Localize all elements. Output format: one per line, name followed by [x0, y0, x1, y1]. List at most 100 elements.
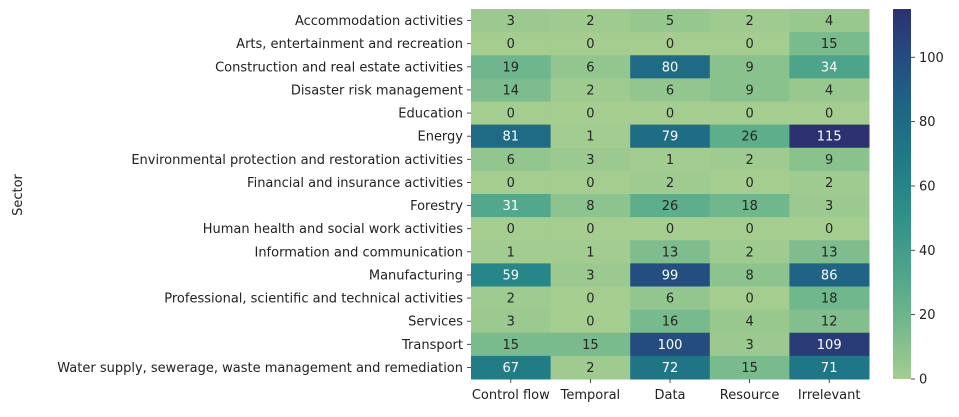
heatmap-cell [550, 217, 631, 241]
heatmap-cell [550, 332, 631, 357]
y-tick-label: Energy [417, 130, 463, 145]
cell-value-label: 4 [745, 315, 753, 330]
cell-value-label: 2 [825, 176, 833, 191]
cell-value-label: 0 [745, 292, 753, 307]
colorbar-tick-label: 80 [919, 115, 936, 130]
cell-value-label: 2 [586, 83, 594, 98]
heatmap-cell [709, 286, 790, 311]
y-tick-label: Education [398, 107, 463, 122]
heatmap-cell [789, 332, 870, 357]
heatmap-cell [709, 217, 790, 241]
heatmap-cell [709, 194, 790, 218]
heatmap-cell [550, 78, 631, 102]
y-tick-label: Transport [401, 338, 463, 353]
cell-value-label: 109 [817, 338, 842, 353]
heatmap-cell [471, 286, 552, 311]
heatmap-cell [630, 194, 711, 218]
cell-value-label: 4 [825, 14, 833, 29]
heatmap-cell [550, 55, 631, 79]
heatmap-cell [471, 217, 552, 241]
cell-value-label: 0 [666, 107, 674, 122]
heatmap-cell [789, 32, 870, 56]
heatmap-cell [550, 124, 631, 149]
heatmap-cell [630, 101, 711, 126]
cell-value-label: 59 [503, 268, 520, 283]
cell-value-label: 1 [586, 245, 594, 260]
cell-value-label: 15 [741, 361, 758, 376]
heatmap-cell [709, 147, 790, 172]
cell-value-label: 34 [821, 60, 838, 75]
heatmap-cell [550, 147, 631, 172]
heatmap-cell [789, 355, 870, 380]
cell-value-label: 31 [503, 199, 520, 214]
colorbar-tick-label: 0 [919, 373, 927, 388]
cell-value-label: 5 [666, 14, 674, 29]
heatmap-cell [471, 124, 552, 149]
colorbar-gradient [893, 9, 911, 379]
heatmap-cell [471, 170, 552, 195]
y-tick-label: Construction and real estate activities [215, 60, 463, 75]
heatmap-cell [471, 263, 552, 287]
cell-value-label: 71 [821, 361, 838, 376]
heatmap-cell [630, 124, 711, 149]
cell-value-label: 81 [503, 130, 520, 145]
y-tick-label: Human health and social work activities [203, 222, 464, 237]
cell-value-label: 2 [586, 14, 594, 29]
cell-value-label: 1 [507, 245, 515, 260]
heatmap-cell [789, 147, 870, 172]
cell-value-label: 0 [586, 176, 594, 191]
x-tick-label: Irrelevant [798, 388, 861, 403]
cell-value-label: 6 [586, 60, 594, 75]
heatmap-cell [789, 124, 870, 149]
heatmap-cell [630, 355, 711, 380]
x-tick-labels: Control flow Temporal Data Resource Irreleva… [472, 379, 861, 403]
cell-value-label: 12 [821, 315, 838, 330]
cell-value-label: 3 [586, 153, 594, 168]
cell-value-label: 2 [586, 361, 594, 376]
heatmap-cell [630, 32, 711, 56]
heatmap-cell [471, 240, 552, 264]
heatmap-cell [789, 55, 870, 79]
heatmap-cell [789, 240, 870, 264]
heatmap-cell [550, 170, 631, 195]
cell-value-label: 26 [741, 130, 758, 145]
x-tick-label: Control flow [472, 388, 550, 403]
heatmap-cell [550, 263, 631, 287]
heatmap-cell [630, 309, 711, 334]
colorbar-tick-label: 40 [919, 244, 936, 259]
heatmap-cell [630, 217, 711, 241]
heatmap-cell [630, 286, 711, 311]
cell-value-label: 100 [658, 338, 683, 353]
heatmap-cell [471, 101, 552, 126]
heatmap-cell [709, 332, 790, 357]
cell-value-label: 16 [662, 315, 679, 330]
cell-value-label: 0 [586, 37, 594, 52]
y-tick-label: Accommodation activities [295, 14, 463, 29]
cell-value-label: 0 [507, 107, 515, 122]
heatmap-cell [471, 32, 552, 56]
cell-value-label: 15 [582, 338, 599, 353]
cell-value-label: 8 [586, 199, 594, 214]
heatmap-cell [471, 194, 552, 218]
cell-value-label: 13 [821, 245, 838, 260]
cell-value-label: 1 [666, 153, 674, 168]
heatmap-cell [789, 78, 870, 102]
heatmap-cell [471, 332, 552, 357]
cell-value-label: 2 [745, 245, 753, 260]
heatmap-cell [709, 355, 790, 380]
cell-value-label: 2 [745, 14, 753, 29]
y-tick-label: Water supply, sewerage, waste management… [57, 361, 463, 376]
cell-value-label: 0 [507, 37, 515, 52]
cell-value-label: 67 [503, 361, 520, 376]
cell-value-label: 0 [507, 222, 515, 237]
cell-value-label: 26 [662, 199, 679, 214]
cell-value-label: 8 [745, 268, 753, 283]
heatmap-cell [550, 309, 631, 334]
cell-value-label: 6 [666, 292, 674, 307]
cell-value-label: 2 [666, 176, 674, 191]
cell-value-label: 0 [586, 292, 594, 307]
cell-value-label: 4 [825, 83, 833, 98]
cell-value-label: 19 [503, 60, 520, 75]
heatmap-cell [630, 78, 711, 102]
